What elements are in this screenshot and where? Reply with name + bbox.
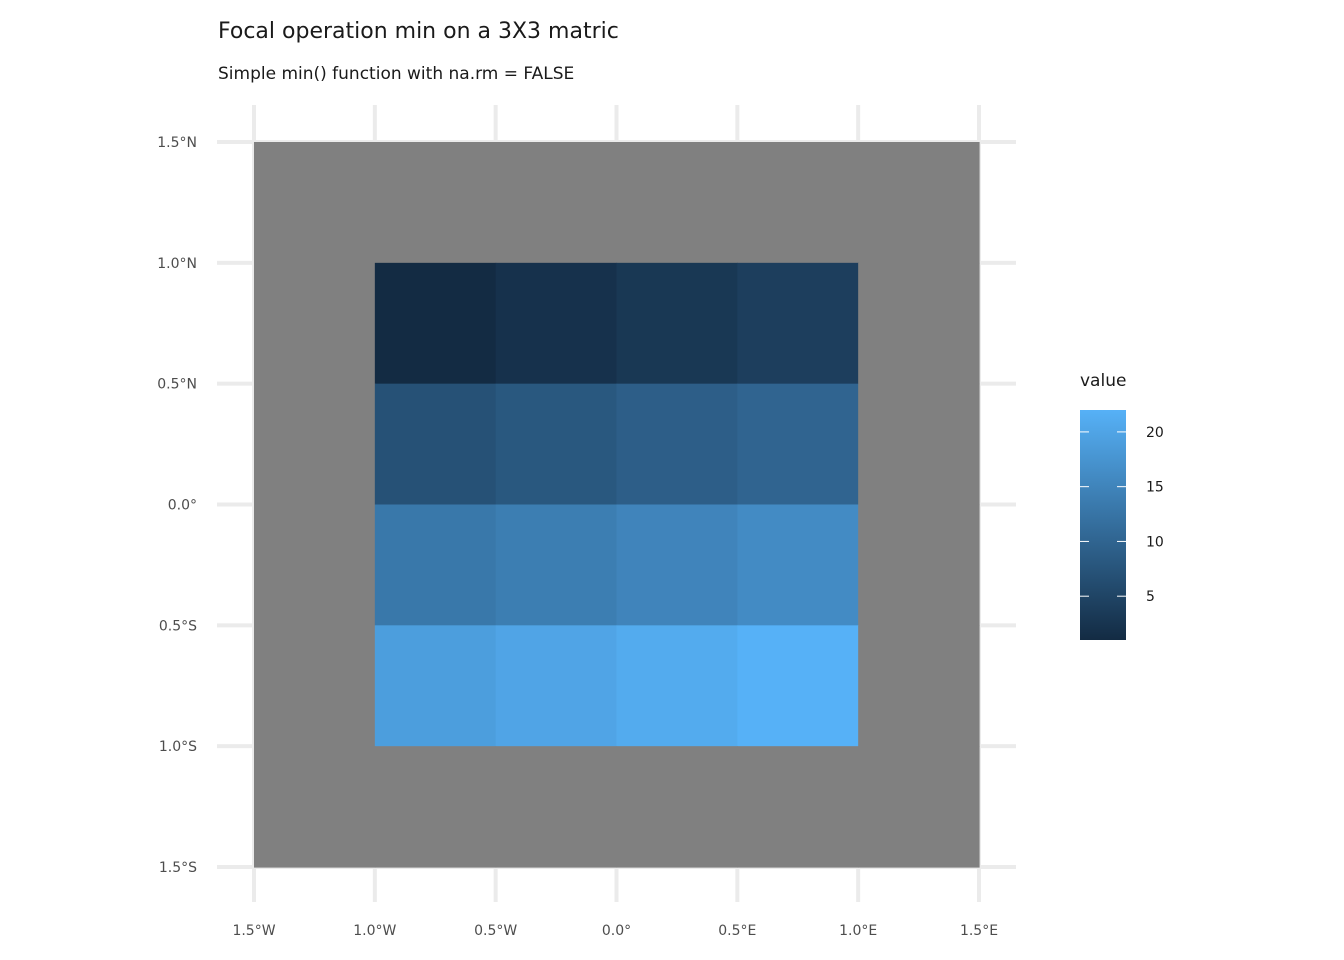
raster-cell	[737, 262, 859, 385]
raster-cell	[374, 262, 497, 385]
raster-cell-na	[616, 746, 738, 868]
raster-cell	[495, 383, 618, 506]
legend-label: 20	[1146, 425, 1164, 441]
x-axis-ticks: 1.5°W 1.0°W 0.5°W 0.0° 0.5°E 1.0°E 1.5°E	[232, 923, 998, 939]
raster-cell-na	[374, 746, 497, 868]
y-tick-label: 0.0°	[168, 498, 197, 514]
x-tick-label: 0.5°W	[474, 923, 517, 939]
legend-ticks: 5 10 15 20	[1080, 425, 1164, 605]
x-tick-label: 1.5°E	[960, 923, 998, 939]
chart-subtitle: Simple min() function with na.rm = FALSE	[218, 64, 574, 84]
raster-cell-na	[254, 504, 376, 626]
raster-cell-na	[858, 262, 980, 385]
raster-cell	[495, 504, 618, 626]
y-tick-label: 0.5°S	[159, 618, 197, 634]
raster-cell	[374, 625, 497, 747]
raster-cell	[616, 262, 738, 385]
raster-cell-na	[495, 142, 618, 264]
raster-cell-na	[858, 504, 980, 626]
raster-cell-na	[858, 746, 980, 868]
raster-cell	[616, 625, 738, 747]
raster-cell	[616, 383, 738, 506]
raster-cell-na	[254, 142, 376, 264]
legend-label: 15	[1146, 480, 1164, 496]
raster-cell-na	[254, 625, 376, 747]
x-tick-label: 0.0°	[602, 923, 631, 939]
raster-cell-na	[616, 142, 738, 264]
raster-cell-na	[737, 142, 859, 264]
raster-cell	[616, 504, 738, 626]
y-tick-label: 1.0°N	[157, 256, 197, 272]
raster-cell	[737, 383, 859, 506]
raster-cell-na	[858, 383, 980, 506]
raster-cell-na	[858, 625, 980, 747]
y-tick-label: 0.5°N	[157, 377, 197, 393]
raster-cell-na	[737, 746, 859, 868]
chart-title: Focal operation min on a 3X3 matric	[218, 19, 619, 44]
raster-cell	[374, 383, 497, 506]
legend: value 5 10 15 20	[1080, 371, 1164, 640]
x-tick-label: 1.5°W	[232, 923, 275, 939]
y-tick-label: 1.5°S	[159, 860, 197, 876]
raster-cell-na	[374, 142, 497, 264]
raster-cells	[254, 142, 980, 868]
raster-cell	[495, 625, 618, 747]
raster-cell-na	[254, 383, 376, 506]
raster-cell-na	[254, 746, 376, 868]
y-tick-label: 1.5°N	[157, 135, 197, 151]
x-tick-label: 1.0°E	[839, 923, 877, 939]
x-tick-label: 0.5°E	[718, 923, 756, 939]
raster-cell	[737, 504, 859, 626]
raster-cell-na	[495, 746, 618, 868]
y-tick-label: 1.0°S	[159, 739, 197, 755]
legend-colorbar	[1080, 410, 1126, 640]
raster-cell	[737, 625, 859, 747]
legend-title: value	[1080, 371, 1126, 391]
y-axis-ticks: 1.5°S 1.0°S 0.5°S 0.0° 0.5°N 1.0°N 1.5°N	[157, 135, 197, 876]
legend-label: 5	[1146, 589, 1155, 605]
raster-cell	[374, 504, 497, 626]
x-tick-label: 1.0°W	[353, 923, 396, 939]
raster-cell	[495, 262, 618, 385]
raster-cell-na	[858, 142, 980, 264]
raster-cell-na	[254, 262, 376, 385]
legend-label: 10	[1146, 534, 1164, 550]
